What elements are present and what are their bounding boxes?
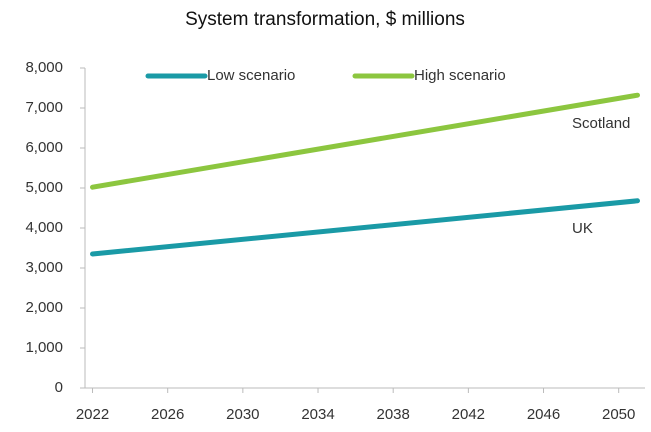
y-tick-label: 5,000 [25, 179, 63, 196]
x-tick-label: 2038 [377, 406, 410, 423]
series-line [90, 198, 640, 257]
y-tick-label: 2,000 [25, 299, 63, 316]
y-tick-label: 8,000 [25, 59, 63, 76]
x-tick-label: 2034 [301, 406, 334, 423]
y-tick-label: 6,000 [25, 139, 63, 156]
x-tick-label: 2050 [602, 406, 635, 423]
chart-title: System transformation, $ millions [185, 9, 465, 30]
x-tick-label: 2042 [452, 406, 485, 423]
annotation: UK [572, 220, 593, 237]
x-tick-label: 2026 [151, 406, 184, 423]
legend-label: High scenario [414, 67, 506, 84]
y-tick-label: 3,000 [25, 259, 63, 276]
legend-label: Low scenario [207, 67, 295, 84]
annotation: Scotland [572, 115, 630, 132]
x-tick-label: 2022 [76, 406, 109, 423]
x-tick-label: 2030 [226, 406, 259, 423]
x-tick-label: 2046 [527, 406, 560, 423]
y-tick-label: 1,000 [25, 339, 63, 356]
series-line [90, 92, 640, 190]
y-tick-label: 0 [55, 379, 63, 396]
y-tick-label: 7,000 [25, 99, 63, 116]
y-tick-label: 4,000 [25, 219, 63, 236]
